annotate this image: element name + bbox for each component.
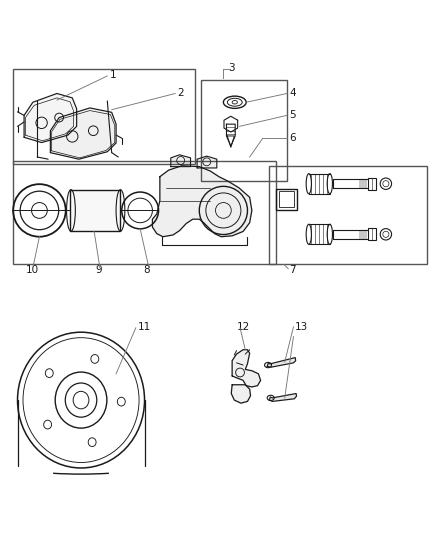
Text: 10: 10 — [25, 265, 39, 275]
Text: 4: 4 — [289, 88, 296, 99]
Polygon shape — [24, 93, 77, 142]
Text: 3: 3 — [228, 63, 234, 72]
Polygon shape — [50, 108, 116, 159]
Polygon shape — [231, 385, 251, 403]
Polygon shape — [269, 393, 297, 401]
Polygon shape — [267, 358, 296, 367]
Text: 8: 8 — [144, 265, 150, 275]
Bar — [13, 69, 195, 164]
Bar — [269, 166, 427, 264]
Bar — [368, 228, 376, 240]
Bar — [368, 177, 376, 190]
Polygon shape — [171, 155, 191, 167]
Polygon shape — [152, 166, 252, 237]
Text: 5: 5 — [289, 110, 296, 120]
Text: 12: 12 — [237, 321, 250, 332]
Bar — [13, 161, 276, 264]
Polygon shape — [197, 156, 217, 168]
Text: 13: 13 — [294, 322, 307, 332]
Polygon shape — [232, 350, 261, 387]
Text: 7: 7 — [289, 265, 296, 275]
Text: 6: 6 — [289, 133, 296, 143]
Text: 11: 11 — [138, 322, 151, 332]
Bar — [201, 80, 287, 181]
Text: 2: 2 — [177, 88, 184, 99]
Text: 9: 9 — [95, 265, 102, 275]
Bar — [70, 190, 120, 231]
Bar — [276, 189, 297, 209]
Text: 1: 1 — [110, 70, 116, 79]
Bar — [279, 191, 294, 207]
